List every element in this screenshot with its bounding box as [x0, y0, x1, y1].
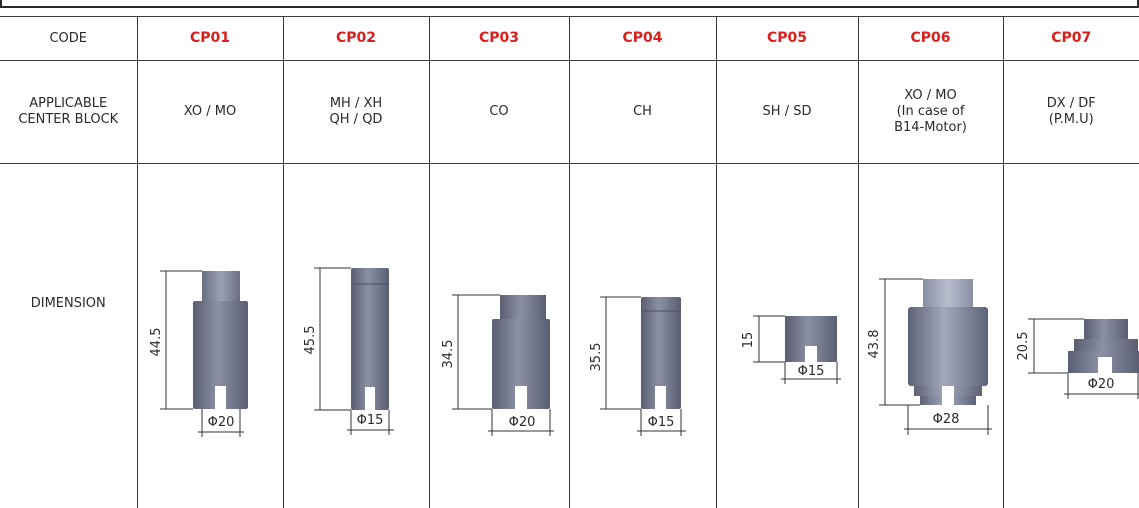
code-cell-cp04: CP04 — [568, 16, 717, 61]
coupling-cp03-part — [491, 295, 550, 409]
coupling-spec-table: CODE CP01 CP02 CP03 CP04 CP05 CP06 CP07 … — [0, 16, 1139, 508]
coupling-cp04-part — [640, 297, 681, 409]
center-block-header: APPLICABLE CENTER BLOCK — [0, 60, 138, 164]
center-block-cp06: XO / MO (In case of B14-Motor) — [857, 60, 1004, 164]
center-block-cp04: CH — [568, 60, 717, 164]
coupling-cp06-part — [907, 279, 988, 408]
dimension-cp01: 44.5 Φ20 — [136, 163, 284, 508]
coupling-cp04-dimension-lines — [599, 296, 686, 436]
coupling-cp04-drawing: 35.5 Φ15 — [589, 296, 686, 436]
coupling-cp07-drawing: 20.5 Φ20 — [1016, 318, 1139, 399]
coupling-cp05-drawing: 15 Φ15 — [741, 315, 841, 384]
dimension-cp05: 15 Φ15 — [715, 163, 859, 508]
coupling-cp01-diameter-label: Φ20 — [207, 415, 234, 430]
coupling-cp02-height-label: 45.5 — [303, 326, 318, 355]
coupling-cp03-dimension-lines — [451, 294, 554, 436]
center-block-cp05: SH / SD — [715, 60, 859, 164]
coupling-cp07-part — [1067, 319, 1139, 373]
center-block-cp02: MH / XH QH / QD — [282, 60, 430, 164]
coupling-cp06-dimension-lines — [878, 278, 992, 435]
dimension-row: DIMENSION — [0, 163, 1139, 508]
coupling-cp02-diameter-label: Φ15 — [356, 413, 383, 428]
top-border-strip — [0, 0, 1139, 8]
code-cell-cp02: CP02 — [282, 16, 430, 61]
coupling-cp03-drawing: 34.5 Φ20 — [441, 294, 554, 436]
coupling-cp02-dimension-lines — [313, 267, 394, 435]
center-block-cp07: DX / DF (P.M.U) — [1002, 60, 1139, 164]
coupling-cp07-diameter-label: Φ20 — [1087, 377, 1114, 392]
coupling-cp06-drawing: 43.8 Φ28 — [867, 278, 992, 435]
center-block-cp01: XO / MO — [136, 60, 284, 164]
coupling-cp06-height-label: 43.8 — [867, 330, 882, 359]
dimension-cp06: 43.8 Φ28 — [857, 163, 1004, 508]
code-cell-cp06: CP06 — [857, 16, 1004, 61]
coupling-cp01-height-label: 44.5 — [149, 328, 164, 357]
code-cell-cp01: CP01 — [136, 16, 284, 61]
code-cell-cp03: CP03 — [428, 16, 570, 61]
coupling-cp07-height-label: 20.5 — [1016, 332, 1031, 361]
dimension-cp04: 35.5 Φ15 — [568, 163, 717, 508]
coupling-cp07-dimension-lines — [1027, 318, 1139, 399]
dimension-cp03: 34.5 Φ20 — [428, 163, 570, 508]
coupling-cp04-diameter-label: Φ15 — [647, 415, 674, 430]
coupling-cp03-height-label: 34.5 — [441, 340, 456, 369]
coupling-cp01-dimension-lines — [159, 270, 244, 437]
coupling-cp05-dimension-lines — [752, 315, 841, 384]
coupling-cp03-diameter-label: Φ20 — [508, 415, 535, 430]
coupling-cp02-drawing: 45.5 Φ15 — [303, 267, 394, 435]
dimension-cp02: 45.5 Φ15 — [282, 163, 430, 508]
code-cell-cp05: CP05 — [715, 16, 859, 61]
code-header: CODE — [0, 16, 138, 61]
code-cell-cp07: CP07 — [1002, 16, 1139, 61]
coupling-cp05-height-label: 15 — [741, 332, 756, 349]
coupling-cp02-part — [350, 268, 389, 410]
dimension-cp07: 20.5 Φ20 — [1002, 163, 1139, 508]
coupling-cp01-drawing: 44.5 Φ20 — [149, 270, 248, 437]
dimension-header: DIMENSION — [0, 163, 138, 508]
coupling-cp04-height-label: 35.5 — [589, 343, 604, 372]
coupling-cp06-diameter-label: Φ28 — [932, 412, 959, 427]
coupling-cp01-part — [192, 271, 248, 409]
coupling-cp05-diameter-label: Φ15 — [797, 364, 824, 379]
coupling-cp05-part — [784, 316, 837, 362]
center-block-cp03: CO — [428, 60, 570, 164]
center-block-row: APPLICABLE CENTER BLOCK XO / MO MH / XH … — [0, 60, 1139, 164]
code-row: CODE CP01 CP02 CP03 CP04 CP05 CP06 CP07 — [0, 16, 1139, 61]
